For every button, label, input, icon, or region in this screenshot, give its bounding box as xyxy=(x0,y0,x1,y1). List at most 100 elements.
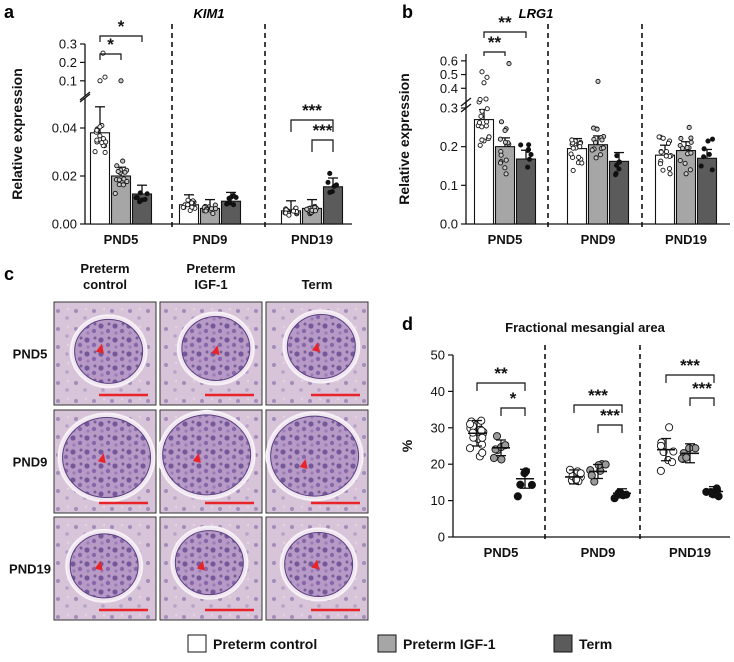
data-point xyxy=(116,177,122,183)
data-point xyxy=(286,212,292,218)
data-point xyxy=(593,155,599,161)
arrowhead-marker xyxy=(299,459,308,470)
data-point xyxy=(682,160,688,166)
data-point xyxy=(656,466,665,475)
data-point xyxy=(679,145,686,151)
data-point xyxy=(478,448,487,457)
y-tick-label: 0.4 xyxy=(440,81,458,96)
data-point xyxy=(686,124,692,131)
data-point xyxy=(599,137,605,143)
arrowhead-marker xyxy=(95,343,104,354)
data-point xyxy=(94,137,100,143)
significance-bracket xyxy=(483,51,506,56)
y-axis-label: % xyxy=(399,439,415,452)
y-tick-label: 0 xyxy=(438,530,445,545)
legend-item-preterm-igf-1: Preterm IGF-1 xyxy=(377,634,496,653)
data-point xyxy=(97,133,103,139)
data-point xyxy=(698,163,704,169)
y-tick-label: 0.2 xyxy=(59,55,77,70)
significance-bracket xyxy=(290,119,334,132)
chart-title: LRG1 xyxy=(519,6,554,21)
significance-bracket xyxy=(573,404,623,413)
data-point xyxy=(594,461,603,470)
data-point xyxy=(210,210,216,217)
data-point xyxy=(477,440,487,449)
data-point xyxy=(501,441,510,450)
histology-image-term-pnd9 xyxy=(265,409,369,514)
histology-image-preterm-igf-1-pnd5 xyxy=(159,301,263,406)
data-point xyxy=(97,78,103,84)
data-point xyxy=(189,200,195,206)
data-point xyxy=(525,164,531,170)
panel-label-d: d xyxy=(402,314,413,334)
data-point xyxy=(484,119,490,125)
significance-bracket xyxy=(689,397,715,406)
data-point xyxy=(134,194,140,201)
data-point xyxy=(479,69,485,75)
significance-label: *** xyxy=(588,386,608,405)
data-point xyxy=(312,208,318,214)
data-point xyxy=(100,50,106,56)
bar-preterm-control-pnd19 xyxy=(654,154,676,225)
data-point xyxy=(570,145,576,151)
axis-break-mark xyxy=(79,91,91,101)
data-point xyxy=(595,78,601,84)
data-point xyxy=(484,106,490,112)
data-point xyxy=(516,480,525,489)
panel-label-c: c xyxy=(4,264,14,284)
y-tick-label: 0.00 xyxy=(52,217,77,232)
data-point xyxy=(709,136,716,142)
y-tick-label: 0.02 xyxy=(52,169,77,184)
data-point xyxy=(502,139,508,145)
data-point xyxy=(185,202,191,208)
data-point xyxy=(144,191,150,197)
data-point xyxy=(592,140,599,146)
significance-bracket xyxy=(483,31,527,38)
data-point xyxy=(208,206,215,212)
glomerulus xyxy=(74,318,144,384)
data-point xyxy=(465,444,475,453)
data-point xyxy=(589,147,595,153)
data-point xyxy=(477,97,483,103)
significance-label: * xyxy=(510,389,517,408)
axis-break-mark xyxy=(460,97,472,107)
legend-swatch xyxy=(377,634,397,653)
y-tick-label: 0.2 xyxy=(440,139,458,154)
chart-fractional-mesangial-area: Fractional mesangial area% 0 10 20 30 40 50 PND… xyxy=(399,320,730,560)
data-point xyxy=(477,142,483,148)
data-point xyxy=(685,444,694,453)
glomerulus xyxy=(62,417,152,499)
data-point xyxy=(682,453,691,462)
data-point xyxy=(478,433,487,442)
data-point xyxy=(479,108,485,114)
data-point xyxy=(665,140,671,146)
y-tick-label: 0.3 xyxy=(59,37,77,52)
significance-label: *** xyxy=(302,101,322,120)
data-point xyxy=(142,196,148,202)
y-tick-label: 0.5 xyxy=(440,67,458,82)
data-point xyxy=(137,190,143,196)
legend-item-preterm-control: Preterm control xyxy=(187,634,317,653)
data-point xyxy=(484,74,490,80)
data-point xyxy=(665,423,674,432)
data-point xyxy=(92,149,98,155)
data-point xyxy=(594,126,600,132)
significance-bracket xyxy=(311,139,334,152)
data-point xyxy=(112,190,118,197)
data-point xyxy=(483,123,489,129)
significance-label: *** xyxy=(692,379,712,398)
data-point xyxy=(137,199,143,205)
data-point xyxy=(657,161,663,167)
data-point xyxy=(122,169,128,175)
data-point xyxy=(203,208,209,214)
data-point xyxy=(506,61,512,67)
data-point xyxy=(701,146,707,152)
data-point xyxy=(601,460,610,469)
data-point xyxy=(663,153,669,159)
data-point xyxy=(116,182,122,188)
histology-image-preterm-control-pnd19 xyxy=(53,516,157,621)
data-point xyxy=(576,469,585,478)
data-point xyxy=(481,80,487,86)
